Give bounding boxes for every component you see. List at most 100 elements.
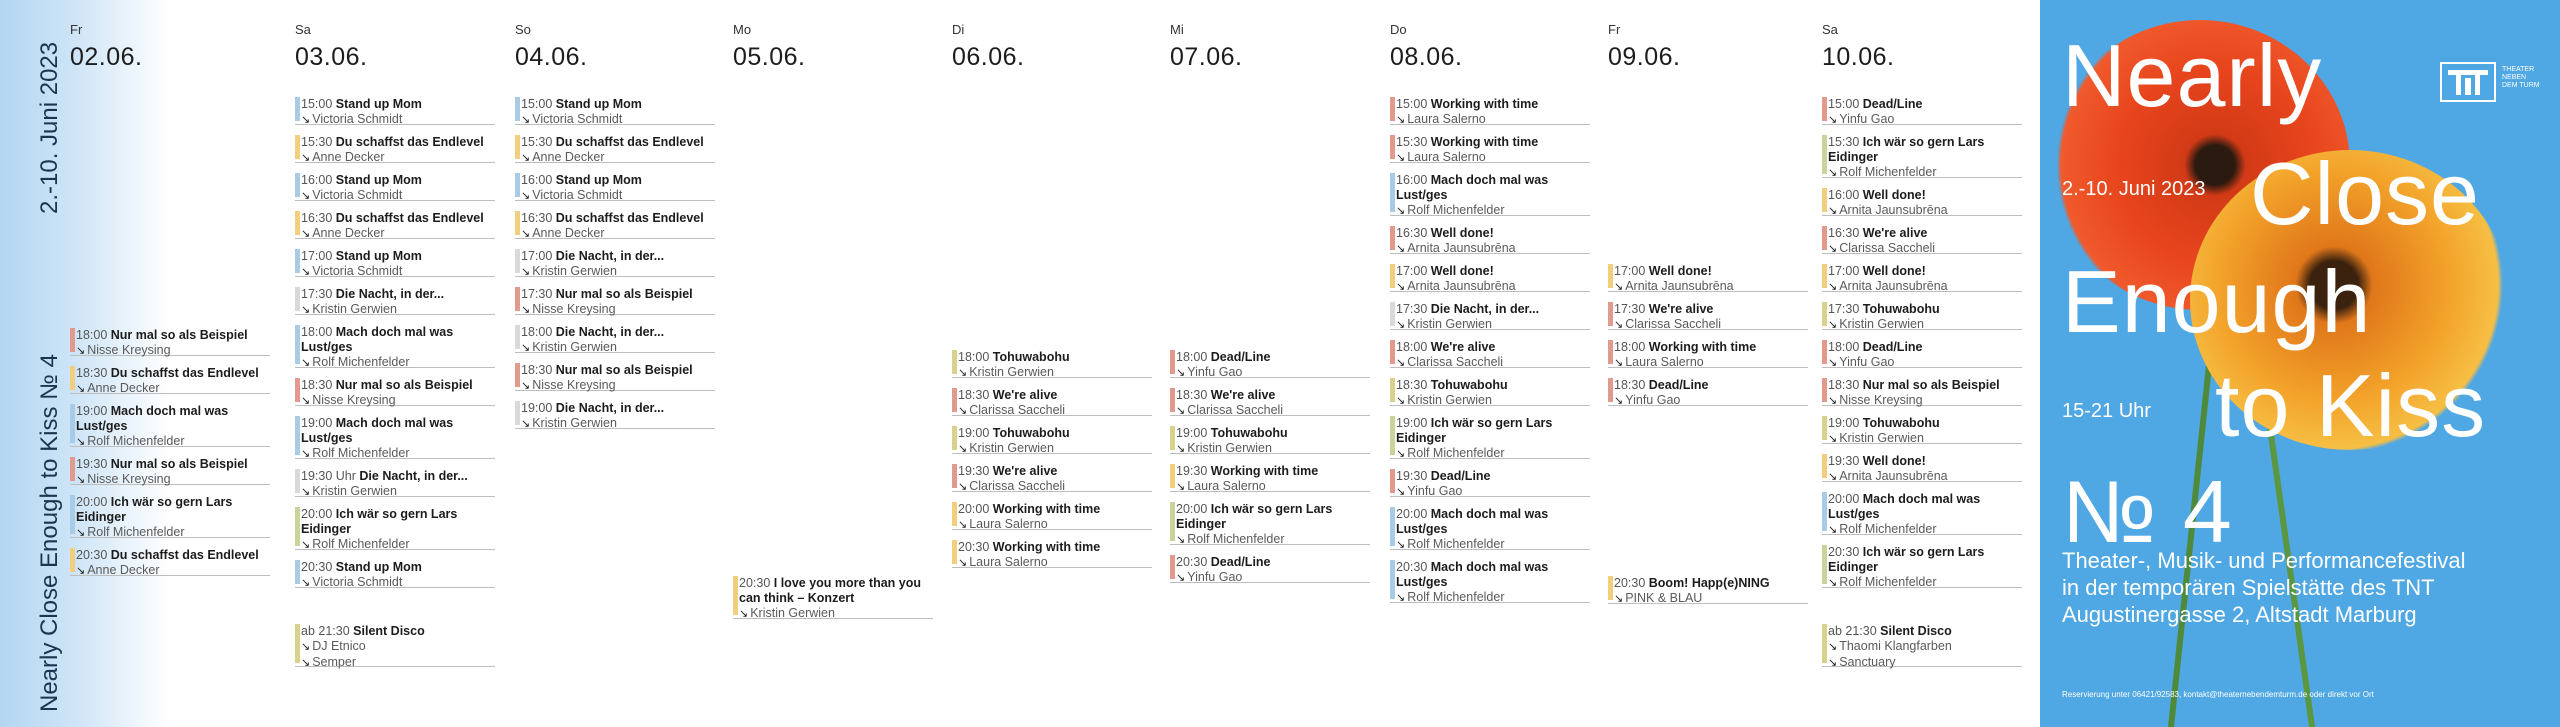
event-item[interactable]: 15:30 Du schaffst das Endlevel ↘ Anne Deck…: [295, 135, 495, 164]
event-item[interactable]: 20:30 Dead/Line ↘ Yinfu Gao: [1170, 555, 1370, 584]
event-item[interactable]: 15:30 Ich wär so gern Lars Eidinger ↘ Rolf…: [1822, 135, 2022, 179]
event-item[interactable]: 17:30 Die Nacht, in der... ↘ Kristin Gerwi…: [1390, 302, 1590, 331]
event-person: ↘ Kristin Gerwien: [1396, 393, 1590, 409]
event-item[interactable]: 16:30 We're alive ↘ Clarissa Saccheli: [1822, 226, 2022, 255]
event-item[interactable]: 17:00 Well done! ↘ Arnita Jaunsubrēna: [1608, 264, 1808, 293]
event-person: ↘ Rolf Michenfelder: [1828, 522, 2022, 538]
event-item[interactable]: 16:00 Well done! ↘ Arnita Jaunsubrēna: [1822, 188, 2022, 217]
event-item[interactable]: 19:00 Tohuwabohu ↘ Kristin Gerwien: [952, 426, 1152, 455]
event-item[interactable]: 19:30 Well done! ↘ Arnita Jaunsubrēna: [1822, 454, 2022, 483]
event-title: Die Nacht, in der...: [335, 287, 445, 301]
event-item[interactable]: 15:30 Du schaffst das Endlevel ↘ Anne Deck…: [515, 135, 715, 164]
event-time: 18:00: [1176, 350, 1208, 364]
event-item[interactable]: 20:00 Working with time ↘ Laura Salerno: [952, 502, 1152, 531]
event-time: 19:30 Uhr: [301, 469, 356, 483]
event-item[interactable]: 20:30 Working with time ↘ Laura Salerno: [952, 540, 1152, 569]
event-item[interactable]: 17:30 Nur mal so als Beispiel ↘ Nisse Krey…: [515, 287, 715, 318]
event-item[interactable]: 17:30 Die Nacht, in der... ↘ Kristin Gerwi…: [295, 287, 495, 316]
event-item[interactable]: 17:00 Well done! ↘ Arnita Jaunsubrēna: [1390, 264, 1590, 293]
event-item[interactable]: 18:30 Dead/Line ↘ Yinfu Gao: [1608, 378, 1808, 407]
event-color-bar: [70, 366, 75, 390]
event-item[interactable]: 20:30 I love you more than you can think…: [733, 576, 933, 620]
event-item[interactable]: 15:00 Dead/Line ↘ Yinfu Gao: [1822, 97, 2022, 126]
event-item[interactable]: 18:30 We're alive ↘ Clarissa Saccheli: [952, 388, 1152, 417]
event-item[interactable]: 18:00 Nur mal so als Beispiel ↘ Nisse Krey…: [70, 328, 270, 357]
event-item[interactable]: 16:30 Du schaffst das Endlevel ↘ Anne Deck…: [515, 211, 715, 240]
event-item[interactable]: 17:00 Stand up Mom ↘ Victoria Schmidt: [295, 249, 495, 278]
event-item[interactable]: 19:30 Dead/Line ↘ Yinfu Gao: [1390, 469, 1590, 498]
event-item[interactable]: 16:00 Mach doch mal was Lust/ges ↘ Rolf Mi…: [1390, 173, 1590, 217]
event-item[interactable]: ab 21:30 Silent Disco ↘ DJ Etnico ↘ Semper: [295, 624, 495, 669]
event-item[interactable]: 19:30 Nur mal so als Beispiel ↘ Nisse Krey…: [70, 457, 270, 486]
event-item[interactable]: 20:30 Mach doch mal was Lust/ges ↘ Rolf Mi…: [1390, 560, 1590, 604]
event-time: 20:30: [1176, 555, 1208, 569]
event-person-name: Anne Decker: [312, 226, 385, 240]
event-item[interactable]: 19:30 Working with time ↘ Laura Salerno: [1170, 464, 1370, 493]
event-item[interactable]: 20:00 Ich wär so gern Lars Eidinger ↘ Rolf…: [1170, 502, 1370, 546]
event-item[interactable]: 17:00 Die Nacht, in der... ↘ Kristin Gerwi…: [515, 249, 715, 278]
event-title: Well done!: [1430, 226, 1494, 240]
event-item[interactable]: ab 21:30 Silent Disco ↘ Thaomi Klangfarben…: [1822, 624, 2022, 669]
event-title: Tohuwabohu: [1862, 302, 1940, 316]
event-color-bar: [1390, 560, 1395, 599]
event-item[interactable]: 20:00 Ich wär so gern Lars Eidinger ↘ Rolf…: [70, 495, 270, 539]
event-item[interactable]: 19:30 We're alive ↘ Clarissa Saccheli: [952, 464, 1152, 493]
event-color-bar: [1822, 454, 1827, 478]
event-item[interactable]: 17:30 We're alive ↘ Clarissa Saccheli: [1608, 302, 1808, 333]
event-item[interactable]: 16:30 Du schaffst das Endlevel ↘ Anne Deck…: [295, 211, 495, 240]
event-item[interactable]: 15:00 Stand up Mom ↘ Victoria Schmidt: [515, 97, 715, 126]
event-item[interactable]: 15:00 Stand up Mom ↘ Victoria Schmidt: [295, 97, 495, 126]
event-item[interactable]: 18:00 Mach doch mal was Lust/ges ↘ Rolf Mi…: [295, 325, 495, 369]
event-item[interactable]: 20:30 Boom! Happ(e)NING ↘ PINK & BLAU: [1608, 576, 1808, 605]
event-item[interactable]: 19:00 Mach doch mal was Lust/ges ↘ Rolf Mi…: [295, 416, 495, 460]
event-item[interactable]: 15:30 Working with time ↘ Laura Salerno: [1390, 135, 1590, 166]
event-item[interactable]: 16:00 Stand up Mom ↘ Victoria Schmidt: [295, 173, 495, 202]
poster-date: 2.-10. Juni 2023: [2062, 178, 2206, 200]
event-item[interactable]: 18:30 Nur mal so als Beispiel ↘ Nisse Krey…: [295, 378, 495, 407]
event-time: 20:30: [76, 548, 108, 562]
event-item[interactable]: 15:00 Working with time ↘ Laura Salerno: [1390, 97, 1590, 126]
event-heading: 18:00 Tohuwabohu: [958, 350, 1152, 365]
event-time: 16:00: [1828, 188, 1860, 202]
event-item[interactable]: 18:00 Tohuwabohu ↘ Kristin Gerwien: [952, 350, 1152, 379]
arrow-down-right-icon: ↘: [958, 557, 968, 569]
event-item[interactable]: 18:00 Die Nacht, in der... ↘ Kristin Gerwi…: [515, 325, 715, 354]
event-item[interactable]: 19:00 Mach doch mal was Lust/ges ↘ Rolf Mi…: [70, 404, 270, 448]
event-person: ↘ Nisse Kreysing: [521, 302, 715, 318]
event-title: Nur mal so als Beispiel: [335, 378, 473, 392]
event-item[interactable]: 19:00 Die Nacht, in der... ↘ Kristin Gerwi…: [515, 401, 715, 430]
event-item[interactable]: 18:00 Dead/Line ↘ Yinfu Gao: [1822, 340, 2022, 369]
event-title: Du schaffst das Endlevel: [555, 211, 704, 225]
event-item[interactable]: 19:30 Uhr Die Nacht, in der... ↘ Kristin G…: [295, 469, 495, 498]
event-item[interactable]: 20:30 Du schaffst das Endlevel ↘ Anne Deck…: [70, 548, 270, 577]
event-item[interactable]: 18:00 Working with time ↘ Laura Salerno: [1608, 340, 1808, 369]
event-item[interactable]: 18:30 Tohuwabohu ↘ Kristin Gerwien: [1390, 378, 1590, 409]
event-item[interactable]: 17:00 Well done! ↘ Arnita Jaunsubrēna: [1822, 264, 2022, 293]
arrow-down-right-icon: ↘: [76, 383, 86, 395]
event-item[interactable]: 19:00 Tohuwabohu ↘ Kristin Gerwien: [1822, 416, 2022, 445]
event-item[interactable]: 20:00 Ich wär so gern Lars Eidinger ↘ Rolf…: [295, 507, 495, 551]
event-person: ↘ Rolf Michenfelder: [1396, 446, 1590, 462]
event-color-bar: [295, 378, 300, 402]
event-item[interactable]: 18:00 Dead/Line ↘ Yinfu Gao: [1170, 350, 1370, 379]
event-item[interactable]: 20:30 Ich wär so gern Lars Eidinger ↘ Rolf…: [1822, 545, 2022, 589]
event-item[interactable]: 16:00 Stand up Mom ↘ Victoria Schmidt: [515, 173, 715, 202]
event-item[interactable]: 20:00 Mach doch mal was Lust/ges ↘ Rolf Mi…: [1390, 507, 1590, 551]
event-person-name: Kristin Gerwien: [1407, 317, 1492, 331]
event-item[interactable]: 18:30 We're alive ↘ Clarissa Saccheli: [1170, 388, 1370, 417]
event-item[interactable]: 18:30 Nur mal so als Beispiel ↘ Nisse Krey…: [515, 363, 715, 392]
event-person: ↘ Clarissa Saccheli: [1614, 317, 1808, 333]
event-time: 17:30: [1396, 302, 1428, 316]
event-person: ↘ Laura Salerno: [1396, 150, 1590, 166]
event-item[interactable]: 18:00 We're alive ↘ Clarissa Saccheli: [1390, 340, 1590, 369]
event-item[interactable]: 19:00 Tohuwabohu ↘ Kristin Gerwien: [1170, 426, 1370, 455]
event-item[interactable]: 18:30 Nur mal so als Beispiel ↘ Nisse Krey…: [1822, 378, 2022, 407]
event-title: Well done!: [1862, 454, 1926, 468]
event-item[interactable]: 16:30 Well done! ↘ Arnita Jaunsubrēna: [1390, 226, 1590, 255]
event-item[interactable]: 19:00 Ich wär so gern Lars Eidinger ↘ Rolf…: [1390, 416, 1590, 462]
event-color-bar: [1822, 226, 1827, 250]
event-item[interactable]: 20:30 Stand up Mom ↘ Victoria Schmidt: [295, 560, 495, 589]
event-item[interactable]: 20:00 Mach doch mal was Lust/ges ↘ Rolf Mi…: [1822, 492, 2022, 538]
event-item[interactable]: 17:30 Tohuwabohu ↘ Kristin Gerwien: [1822, 302, 2022, 331]
event-item[interactable]: 18:30 Du schaffst das Endlevel ↘ Anne Deck…: [70, 366, 270, 395]
